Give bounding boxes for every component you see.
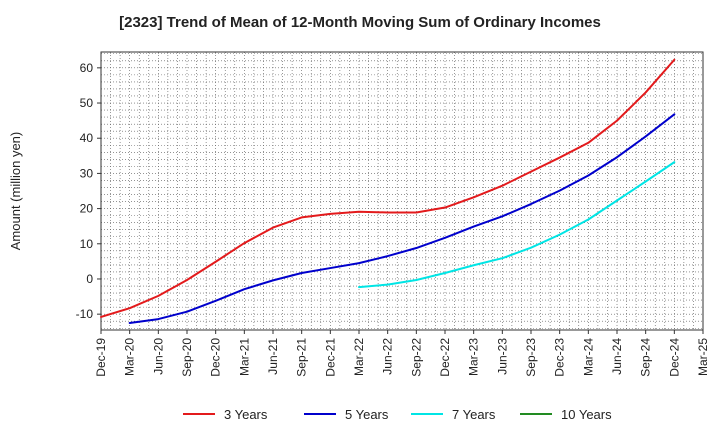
x-tick-label: Dec-20 — [209, 338, 223, 377]
y-tick-label: -10 — [76, 307, 94, 321]
y-axis-title: Amount (million yen) — [8, 132, 23, 251]
x-tick-label: Dec-19 — [94, 338, 108, 377]
legend-label-10-years: 10 Years — [561, 407, 612, 422]
x-tick-label: Dec-21 — [323, 338, 337, 377]
x-tick-label: Jun-24 — [610, 338, 624, 375]
x-tick-label: Jun-23 — [495, 338, 509, 375]
x-tick-label: Jun-22 — [381, 338, 395, 375]
y-tick-label: 20 — [80, 202, 94, 216]
y-tick-labels: -10 0 10 20 30 40 50 60 — [76, 61, 101, 321]
axes — [100, 51, 704, 331]
x-tick-label: Sep-24 — [639, 338, 653, 377]
x-tick-label: Dec-22 — [438, 338, 452, 377]
x-tick-label: Sep-23 — [524, 338, 538, 377]
plot-background — [101, 52, 703, 330]
series-line-5-years — [128, 113, 676, 324]
plot-frame — [100, 51, 704, 331]
series-line-7-years — [358, 161, 676, 289]
series-lines — [100, 58, 676, 324]
y-tick-label: 40 — [80, 131, 94, 145]
x-tick-label: Jun-20 — [151, 338, 165, 375]
series-line-3-years — [100, 58, 676, 318]
legend-label-3-years: 3 Years — [224, 407, 268, 422]
x-tick-label: Mar-22 — [352, 338, 366, 376]
x-tick-label: Mar-23 — [467, 338, 481, 376]
x-tick-label: Mar-21 — [237, 338, 251, 376]
y-tick-label: 50 — [80, 96, 94, 110]
x-tick-label: Dec-23 — [553, 338, 567, 377]
x-tick-label: Mar-24 — [581, 338, 595, 376]
x-tick-labels: Dec-19 Mar-20 Jun-20 Sep-20 Dec-20 Mar-21 Jun-… — [94, 330, 710, 377]
x-tick-label: Sep-20 — [180, 338, 194, 377]
plot-area — [101, 52, 703, 330]
x-tick-label: Mar-25 — [696, 338, 710, 376]
x-tick-label: Sep-21 — [295, 338, 309, 377]
y-tick-label: 60 — [80, 61, 94, 75]
x-tick-label: Jun-21 — [266, 338, 280, 375]
y-tick-label: 10 — [80, 237, 94, 251]
chart-title: [2323] Trend of Mean of 12-Month Moving … — [119, 14, 601, 31]
x-tick-label: Dec-24 — [667, 338, 681, 377]
legend-label-5-years: 5 Years — [345, 407, 389, 422]
legend-label-7-years: 7 Years — [452, 407, 496, 422]
legend: 3 Years 5 Years 7 Years 10 Years — [183, 407, 612, 422]
x-tick-label: Mar-20 — [123, 338, 137, 376]
y-tick-label: 0 — [86, 272, 93, 286]
y-tick-label: 30 — [80, 166, 94, 180]
x-tick-label: Sep-22 — [409, 338, 423, 377]
